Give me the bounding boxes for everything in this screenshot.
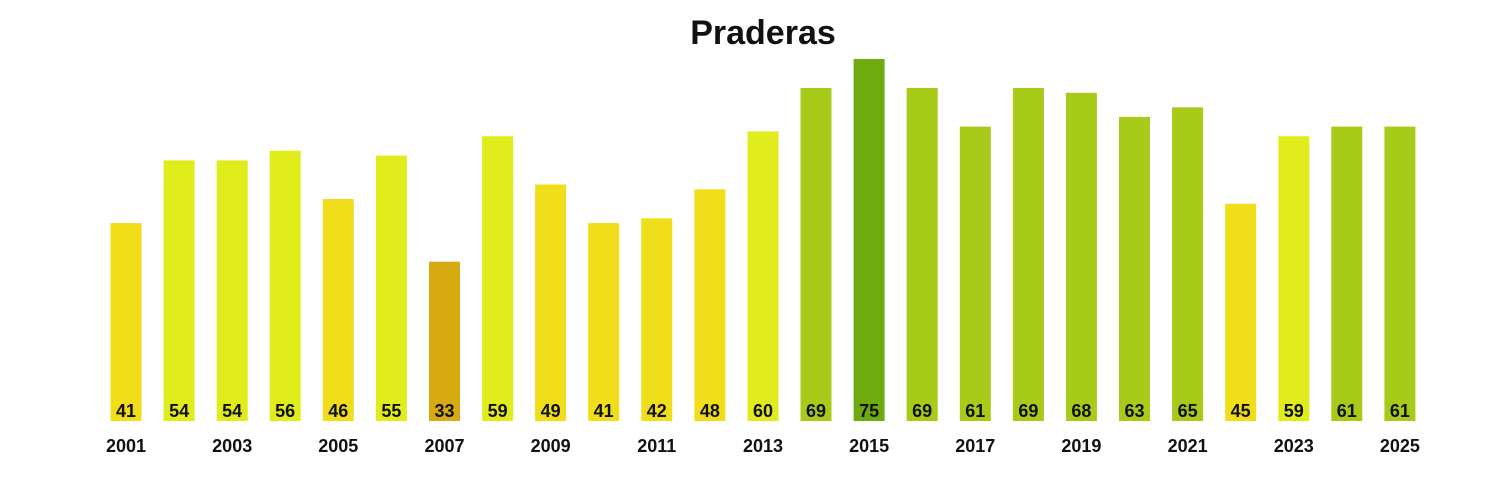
value-labels-group: 41 54 54 56 46 55 33 59 49 41 42 48 60 69 75 69 61 69 68 63… (116, 401, 1410, 421)
value-label-2016: 69 (912, 401, 932, 421)
value-label-2009: 49 (541, 401, 561, 421)
x-tick-label-2009: 2009 (531, 436, 571, 456)
value-label-2025: 61 (1390, 401, 1410, 421)
bar-2014 (800, 88, 832, 421)
x-tick-label-2003: 2003 (212, 436, 252, 456)
x-tick-label-2001: 2001 (106, 436, 146, 456)
value-label-2010: 41 (594, 401, 614, 421)
value-label-2007: 33 (434, 401, 454, 421)
bar-2010 (588, 223, 620, 421)
bar-2022 (1225, 203, 1257, 421)
value-label-2001: 41 (116, 401, 136, 421)
x-tick-label-2019: 2019 (1061, 436, 1101, 456)
value-label-2006: 55 (381, 401, 401, 421)
value-label-2019: 68 (1071, 401, 1091, 421)
value-label-2018: 69 (1018, 401, 1038, 421)
bar-2016 (906, 88, 938, 421)
bar-2011 (641, 218, 673, 421)
bar-2006 (375, 155, 407, 421)
x-tick-label-2021: 2021 (1168, 436, 1208, 456)
value-label-2004: 56 (275, 401, 295, 421)
bar-2003 (216, 160, 248, 421)
value-label-2012: 48 (700, 401, 720, 421)
x-tick-label-2005: 2005 (318, 436, 358, 456)
x-tick-label-2025: 2025 (1380, 436, 1420, 456)
bar-2024 (1331, 126, 1363, 421)
value-label-2011: 42 (647, 401, 667, 421)
bar-2013 (747, 131, 779, 421)
bar-2025 (1384, 126, 1416, 421)
value-label-2021: 65 (1178, 401, 1198, 421)
bar-2020 (1119, 116, 1150, 422)
value-label-2015: 75 (859, 401, 879, 421)
x-axis-tick-labels: 2001 2003 2005 2007 2009 2011 2013 2015 2017 2019… (106, 436, 1420, 456)
bar-2002 (163, 160, 195, 421)
value-label-2005: 46 (328, 401, 348, 421)
x-tick-label-2015: 2015 (849, 436, 889, 456)
bar-2012 (694, 189, 726, 421)
bar-2008 (482, 136, 514, 421)
x-tick-label-2023: 2023 (1274, 436, 1314, 456)
value-label-2022: 45 (1231, 401, 1251, 421)
value-label-2020: 63 (1124, 401, 1144, 421)
bar-2007 (429, 261, 460, 421)
bar-2009 (535, 184, 567, 421)
x-tick-label-2013: 2013 (743, 436, 783, 456)
bar-2023 (1278, 136, 1310, 421)
value-label-2017: 61 (965, 401, 985, 421)
x-tick-label-2007: 2007 (424, 436, 464, 456)
chart-title: Praderas (690, 14, 836, 52)
bar-2001 (110, 223, 142, 421)
bar-2017 (959, 126, 991, 421)
bars-group (110, 59, 1416, 422)
value-label-2024: 61 (1337, 401, 1357, 421)
bar-2019 (1065, 92, 1097, 422)
bar-2018 (1012, 88, 1044, 421)
value-label-2008: 59 (488, 401, 508, 421)
bar-2005 (322, 199, 354, 421)
value-label-2013: 60 (753, 401, 773, 421)
value-label-2002: 54 (169, 401, 189, 421)
value-label-2003: 54 (222, 401, 242, 421)
value-label-2023: 59 (1284, 401, 1304, 421)
value-label-2014: 69 (806, 401, 826, 421)
x-tick-label-2017: 2017 (955, 436, 995, 456)
bar-2021 (1172, 107, 1204, 422)
bar-2004 (269, 150, 301, 421)
x-tick-label-2011: 2011 (637, 436, 676, 456)
bar-2015 (853, 59, 885, 421)
